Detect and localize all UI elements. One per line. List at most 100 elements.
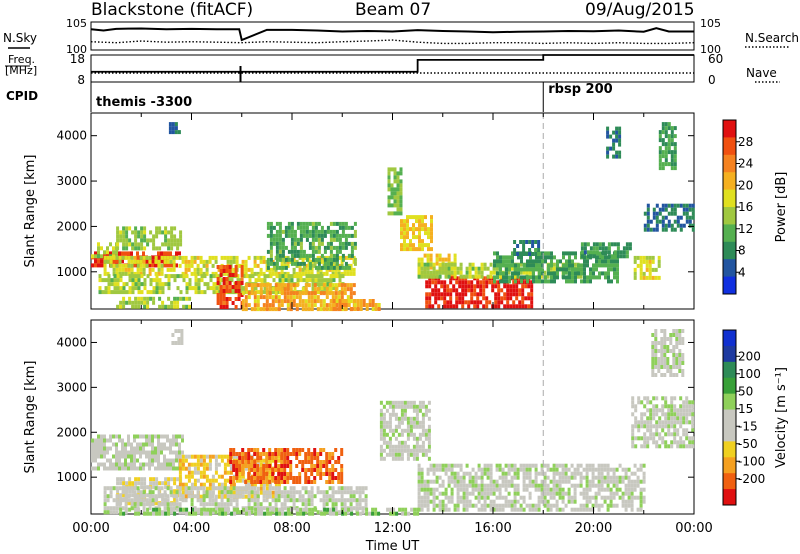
echo-cell: [319, 468, 323, 472]
echo-cell: [140, 246, 144, 251]
echo-cell: [670, 412, 674, 417]
echo-cell: [353, 221, 357, 226]
echo-cell: [525, 463, 529, 468]
echo-cell: [137, 274, 141, 279]
echo-cell: [253, 259, 257, 264]
echo-cell: [571, 279, 574, 284]
echo-cell: [184, 255, 188, 260]
echo-cell: [229, 448, 233, 452]
echo-cell: [122, 304, 126, 309]
echo-cell: [307, 468, 311, 472]
echo-cell: [311, 507, 315, 512]
echo-cell: [388, 416, 392, 421]
echo-cell: [292, 494, 296, 499]
echo-cell: [296, 511, 300, 516]
echo-cell: [337, 476, 341, 480]
echo-cell: [118, 462, 121, 467]
echo-cell: [143, 246, 147, 251]
echo-cell: [148, 462, 151, 467]
echo-cell: [586, 279, 589, 284]
echo-cell: [513, 467, 517, 472]
echo-cell: [278, 265, 282, 270]
echo-cell: [296, 507, 300, 512]
echo-cell: [634, 420, 638, 425]
echo-cell: [323, 229, 327, 234]
echo-cell: [311, 237, 315, 242]
echo-cell: [211, 255, 215, 260]
echo-cell: [379, 420, 383, 425]
echo-cell: [97, 438, 100, 443]
echo-cell: [432, 471, 436, 476]
echo-cell: [241, 478, 245, 483]
echo-cell: [289, 291, 293, 296]
echo-cell: [199, 259, 203, 264]
echo-cell: [284, 233, 288, 238]
echo-cell: [148, 438, 151, 443]
echo-cell: [364, 494, 368, 499]
echo-cell: [205, 263, 209, 268]
echo-cell: [471, 467, 475, 472]
echo-cell: [250, 460, 254, 464]
echo-cell: [497, 292, 501, 297]
echo-cell: [242, 274, 246, 279]
echo-cell: [184, 263, 188, 268]
echo-cell: [424, 231, 427, 236]
echo-cell: [428, 296, 432, 301]
echo-cell: [546, 475, 550, 480]
echo-cell: [237, 293, 241, 297]
echo-cell: [459, 463, 463, 468]
echo-cell: [399, 211, 403, 216]
echo-cell: [430, 231, 433, 236]
echo-cell: [143, 230, 147, 235]
echo-cell: [272, 290, 276, 295]
echo-cell: [388, 440, 392, 445]
echo-cell: [220, 498, 224, 503]
echo-cell: [418, 448, 422, 453]
echo-cell: [633, 271, 637, 276]
echo-cell: [676, 416, 680, 421]
echo-cell: [393, 199, 397, 204]
echo-cell: [157, 494, 161, 499]
echo-cell: [323, 265, 327, 270]
echo-cell: [514, 271, 517, 276]
echo-cell: [480, 274, 484, 279]
echo-cell: [272, 241, 276, 246]
echo-cell: [646, 420, 650, 425]
echo-cell: [435, 270, 439, 275]
echo-cell: [429, 491, 433, 496]
echo-cell: [349, 263, 353, 268]
echo-cell: [655, 227, 659, 232]
echo-cell: [244, 271, 248, 276]
echo-cell: [172, 259, 176, 264]
echo-cell: [505, 263, 508, 268]
echo-cell: [479, 300, 483, 305]
echo-cell: [658, 420, 662, 425]
echo-cell: [585, 467, 589, 472]
echo-cell: [199, 458, 203, 463]
echo-cell: [220, 482, 224, 487]
echo-cell: [429, 463, 433, 468]
echo-cell: [103, 494, 107, 499]
echo-cell: [379, 408, 383, 413]
echo-cell: [253, 295, 257, 300]
echo-cell: [658, 158, 662, 163]
echo-cell: [259, 486, 263, 491]
echo-cell: [403, 243, 406, 248]
echo-cell: [136, 458, 139, 463]
echo-cell: [296, 278, 300, 283]
echo-cell: [112, 498, 116, 503]
echo-cell: [570, 483, 574, 488]
echo-cell: [247, 482, 251, 487]
echo-cell: [302, 253, 306, 258]
echo-cell: [394, 452, 398, 457]
echo-cell: [338, 307, 342, 311]
echo-cell: [299, 261, 303, 266]
echo-cell: [259, 472, 263, 476]
echo-cell: [591, 479, 595, 484]
echo-cell: [229, 482, 233, 487]
echo-cell: [679, 436, 683, 441]
echo-cell: [160, 267, 164, 272]
echo-cell: [527, 292, 531, 297]
echo-cell: [570, 471, 574, 476]
echo-cell: [679, 420, 683, 425]
